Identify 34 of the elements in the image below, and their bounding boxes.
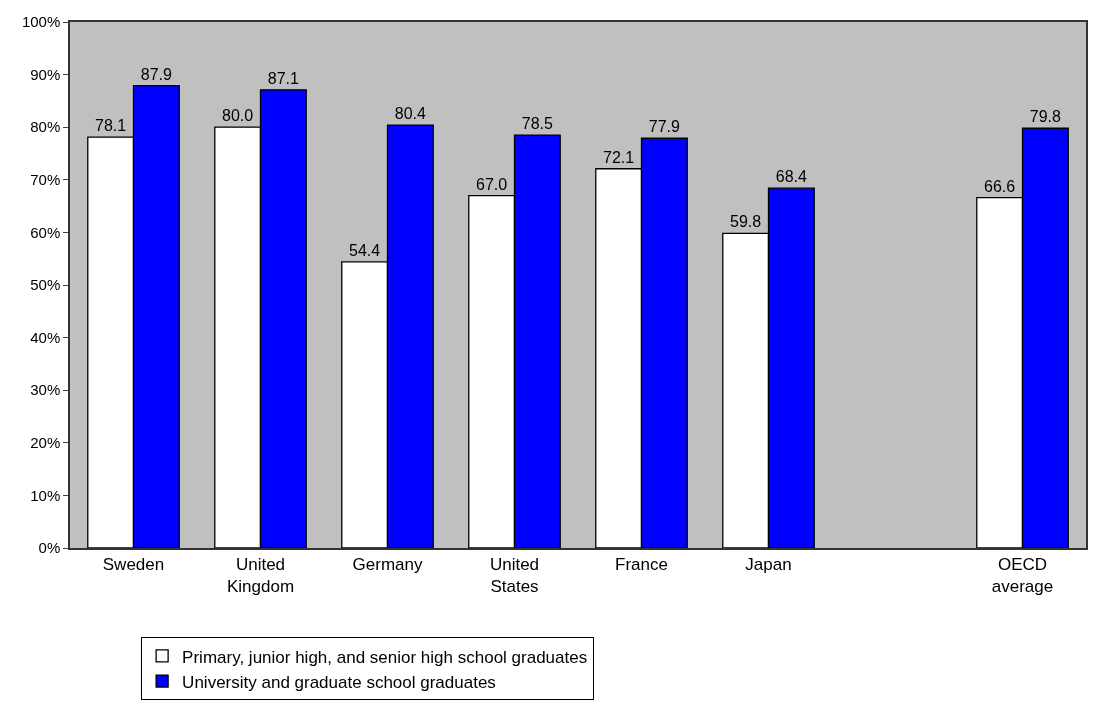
x-tick-label: OECD average <box>991 555 1054 597</box>
data-label: 87.1 <box>267 69 299 87</box>
data-label: 72.1 <box>603 148 635 166</box>
data-label: 59.8 <box>730 213 762 231</box>
legend-label: Primary, junior high, and senior high school graduates <box>182 647 588 667</box>
x-tick-label: France <box>615 555 668 575</box>
y-tick-label: 80% <box>30 118 61 136</box>
data-label: 78.5 <box>521 115 553 133</box>
y-tick-label: 100% <box>21 13 61 31</box>
data-label: 80.4 <box>394 105 426 123</box>
y-tick-label: 50% <box>30 276 61 294</box>
data-label: 68.4 <box>775 168 807 186</box>
y-tick-label: 30% <box>30 381 61 399</box>
data-label: 80.0 <box>222 107 254 125</box>
data-label: 79.8 <box>1029 108 1061 126</box>
x-tick-label: Sweden <box>102 555 165 575</box>
x-tick-label: United States <box>489 555 540 597</box>
y-tick-label: 20% <box>30 434 61 452</box>
y-tick-label: 90% <box>30 65 61 83</box>
x-tick-label: United Kingdom <box>226 555 295 597</box>
data-label: 67.0 <box>476 175 508 193</box>
y-tick-label: 10% <box>30 486 61 504</box>
x-tick-label: Japan <box>745 555 792 575</box>
y-tick-label: 40% <box>30 328 61 346</box>
data-label: 66.6 <box>984 177 1016 195</box>
data-label: 78.1 <box>95 117 127 135</box>
y-tick-label: 60% <box>30 223 61 241</box>
y-tick-label: 0% <box>38 539 61 557</box>
data-label: 87.9 <box>140 65 172 83</box>
data-label: 77.9 <box>648 118 680 136</box>
x-tick-label: Germany <box>352 555 423 575</box>
legend-label: University and graduate school graduates <box>182 672 496 692</box>
data-label: 54.4 <box>349 241 381 259</box>
y-tick-label: 70% <box>30 171 61 189</box>
